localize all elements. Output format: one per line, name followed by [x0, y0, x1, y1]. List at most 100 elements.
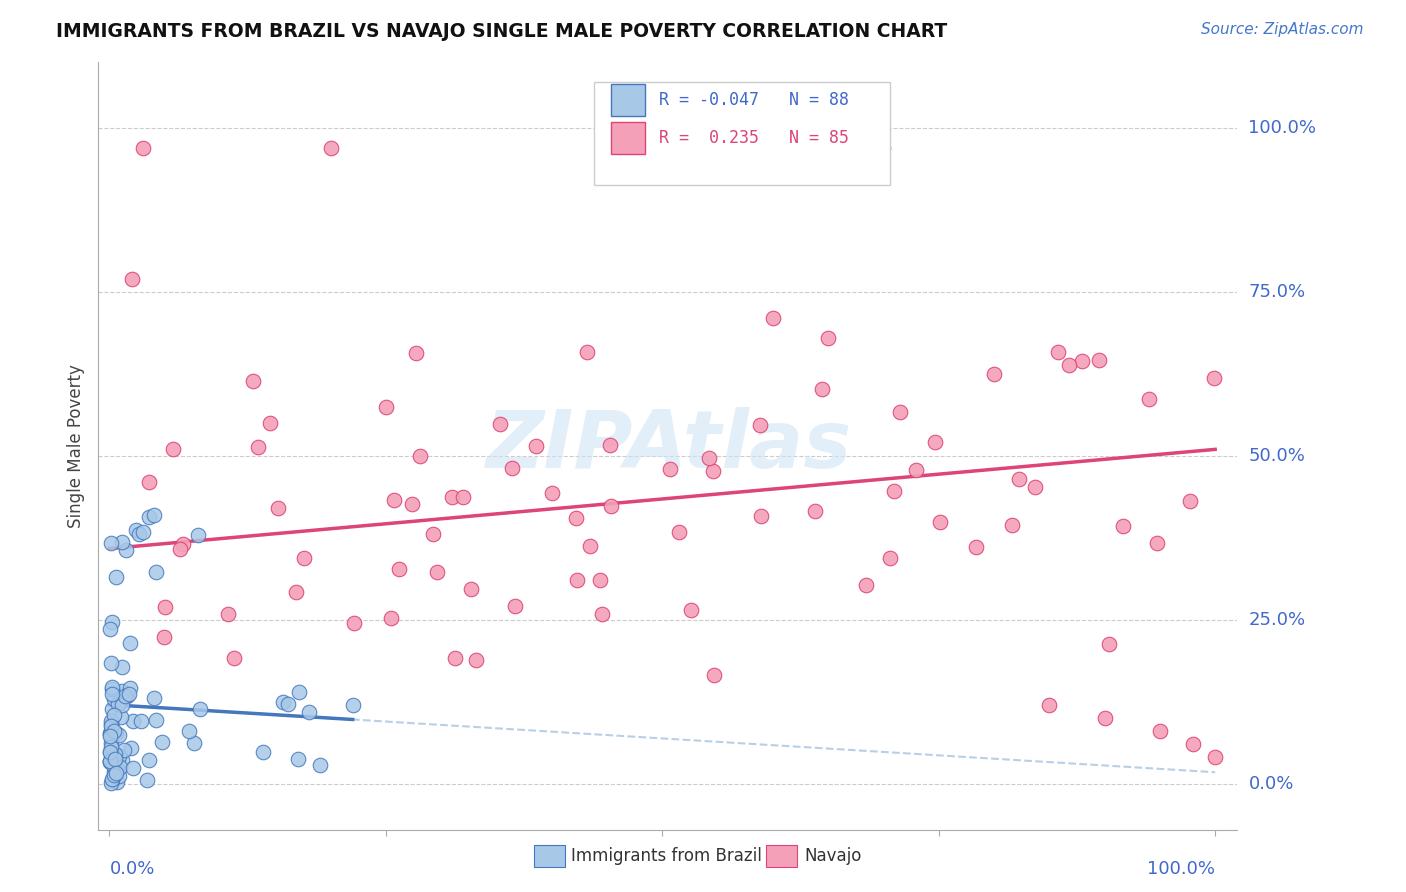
Point: [422, 527, 444, 541]
Point: [150, 734, 173, 748]
Point: [252, 745, 274, 759]
Point: [443, 650, 465, 665]
Point: [101, 772, 124, 786]
Point: [287, 752, 309, 766]
Point: [668, 524, 690, 539]
Point: [98, 729, 121, 743]
Point: [100, 726, 122, 740]
FancyBboxPatch shape: [593, 81, 890, 186]
Point: [120, 636, 142, 650]
Point: [588, 573, 610, 587]
Point: [183, 736, 205, 750]
Text: Immigrants from Brazil: Immigrants from Brazil: [571, 847, 762, 865]
Point: [409, 450, 432, 464]
Point: [111, 753, 134, 767]
Point: [104, 725, 127, 739]
Point: [172, 537, 194, 551]
Point: [101, 680, 124, 694]
Point: [1088, 353, 1111, 368]
Point: [101, 772, 124, 787]
Point: [298, 705, 321, 719]
Point: [114, 689, 136, 703]
Point: [98, 726, 121, 740]
Text: 0.0%: 0.0%: [110, 860, 155, 878]
Point: [111, 659, 134, 673]
Point: [242, 374, 264, 388]
Point: [266, 501, 288, 516]
Point: [103, 753, 125, 767]
Point: [1024, 480, 1046, 494]
Point: [162, 442, 184, 456]
Point: [1204, 750, 1226, 764]
Point: [101, 748, 124, 763]
Point: [103, 768, 125, 782]
Point: [460, 582, 482, 597]
Point: [703, 668, 725, 682]
Point: [217, 607, 239, 621]
Point: [1112, 518, 1135, 533]
Point: [374, 400, 396, 414]
Point: [145, 713, 167, 727]
Point: [1178, 494, 1201, 508]
Point: [405, 346, 427, 360]
Point: [247, 441, 270, 455]
Point: [108, 696, 131, 710]
Point: [565, 573, 588, 587]
Point: [524, 439, 547, 453]
Point: [489, 417, 512, 432]
Point: [100, 687, 122, 701]
Point: [98, 726, 121, 740]
Point: [749, 508, 772, 523]
Point: [697, 451, 720, 466]
Point: [872, 141, 894, 155]
Point: [1098, 637, 1121, 651]
Point: [451, 491, 474, 505]
Point: [465, 653, 488, 667]
Point: [889, 405, 911, 419]
Point: [983, 367, 1005, 381]
Point: [153, 600, 176, 615]
Point: [131, 714, 153, 729]
Point: [1001, 518, 1024, 533]
Point: [904, 463, 927, 477]
Point: [924, 434, 946, 449]
Point: [138, 509, 160, 524]
Point: [277, 698, 299, 712]
Point: [100, 776, 122, 790]
Point: [658, 462, 681, 476]
Point: [107, 728, 129, 742]
Text: 100.0%: 100.0%: [1249, 119, 1316, 137]
Point: [100, 718, 122, 732]
Point: [187, 527, 209, 541]
Point: [103, 692, 125, 706]
Point: [576, 345, 599, 359]
Point: [169, 542, 191, 557]
Point: [108, 769, 131, 783]
Point: [103, 707, 125, 722]
Point: [111, 698, 134, 712]
Point: [100, 656, 122, 670]
Point: [1149, 724, 1171, 739]
Bar: [612, 84, 645, 116]
Point: [222, 651, 245, 665]
Point: [1057, 358, 1080, 372]
Point: [104, 752, 127, 766]
Point: [98, 754, 121, 768]
Point: [153, 630, 176, 644]
Point: [579, 539, 602, 553]
Point: [105, 765, 128, 780]
Point: [1038, 698, 1060, 712]
Point: [100, 736, 122, 750]
Point: [343, 616, 366, 631]
Point: [110, 534, 132, 549]
Point: [98, 745, 121, 759]
Text: 50.0%: 50.0%: [1249, 447, 1305, 465]
Point: [565, 510, 588, 524]
Point: [100, 615, 122, 629]
Point: [599, 499, 621, 513]
Point: [1146, 536, 1168, 550]
Point: [501, 460, 523, 475]
Point: [855, 578, 877, 592]
Point: [98, 755, 121, 769]
Point: [100, 536, 122, 550]
